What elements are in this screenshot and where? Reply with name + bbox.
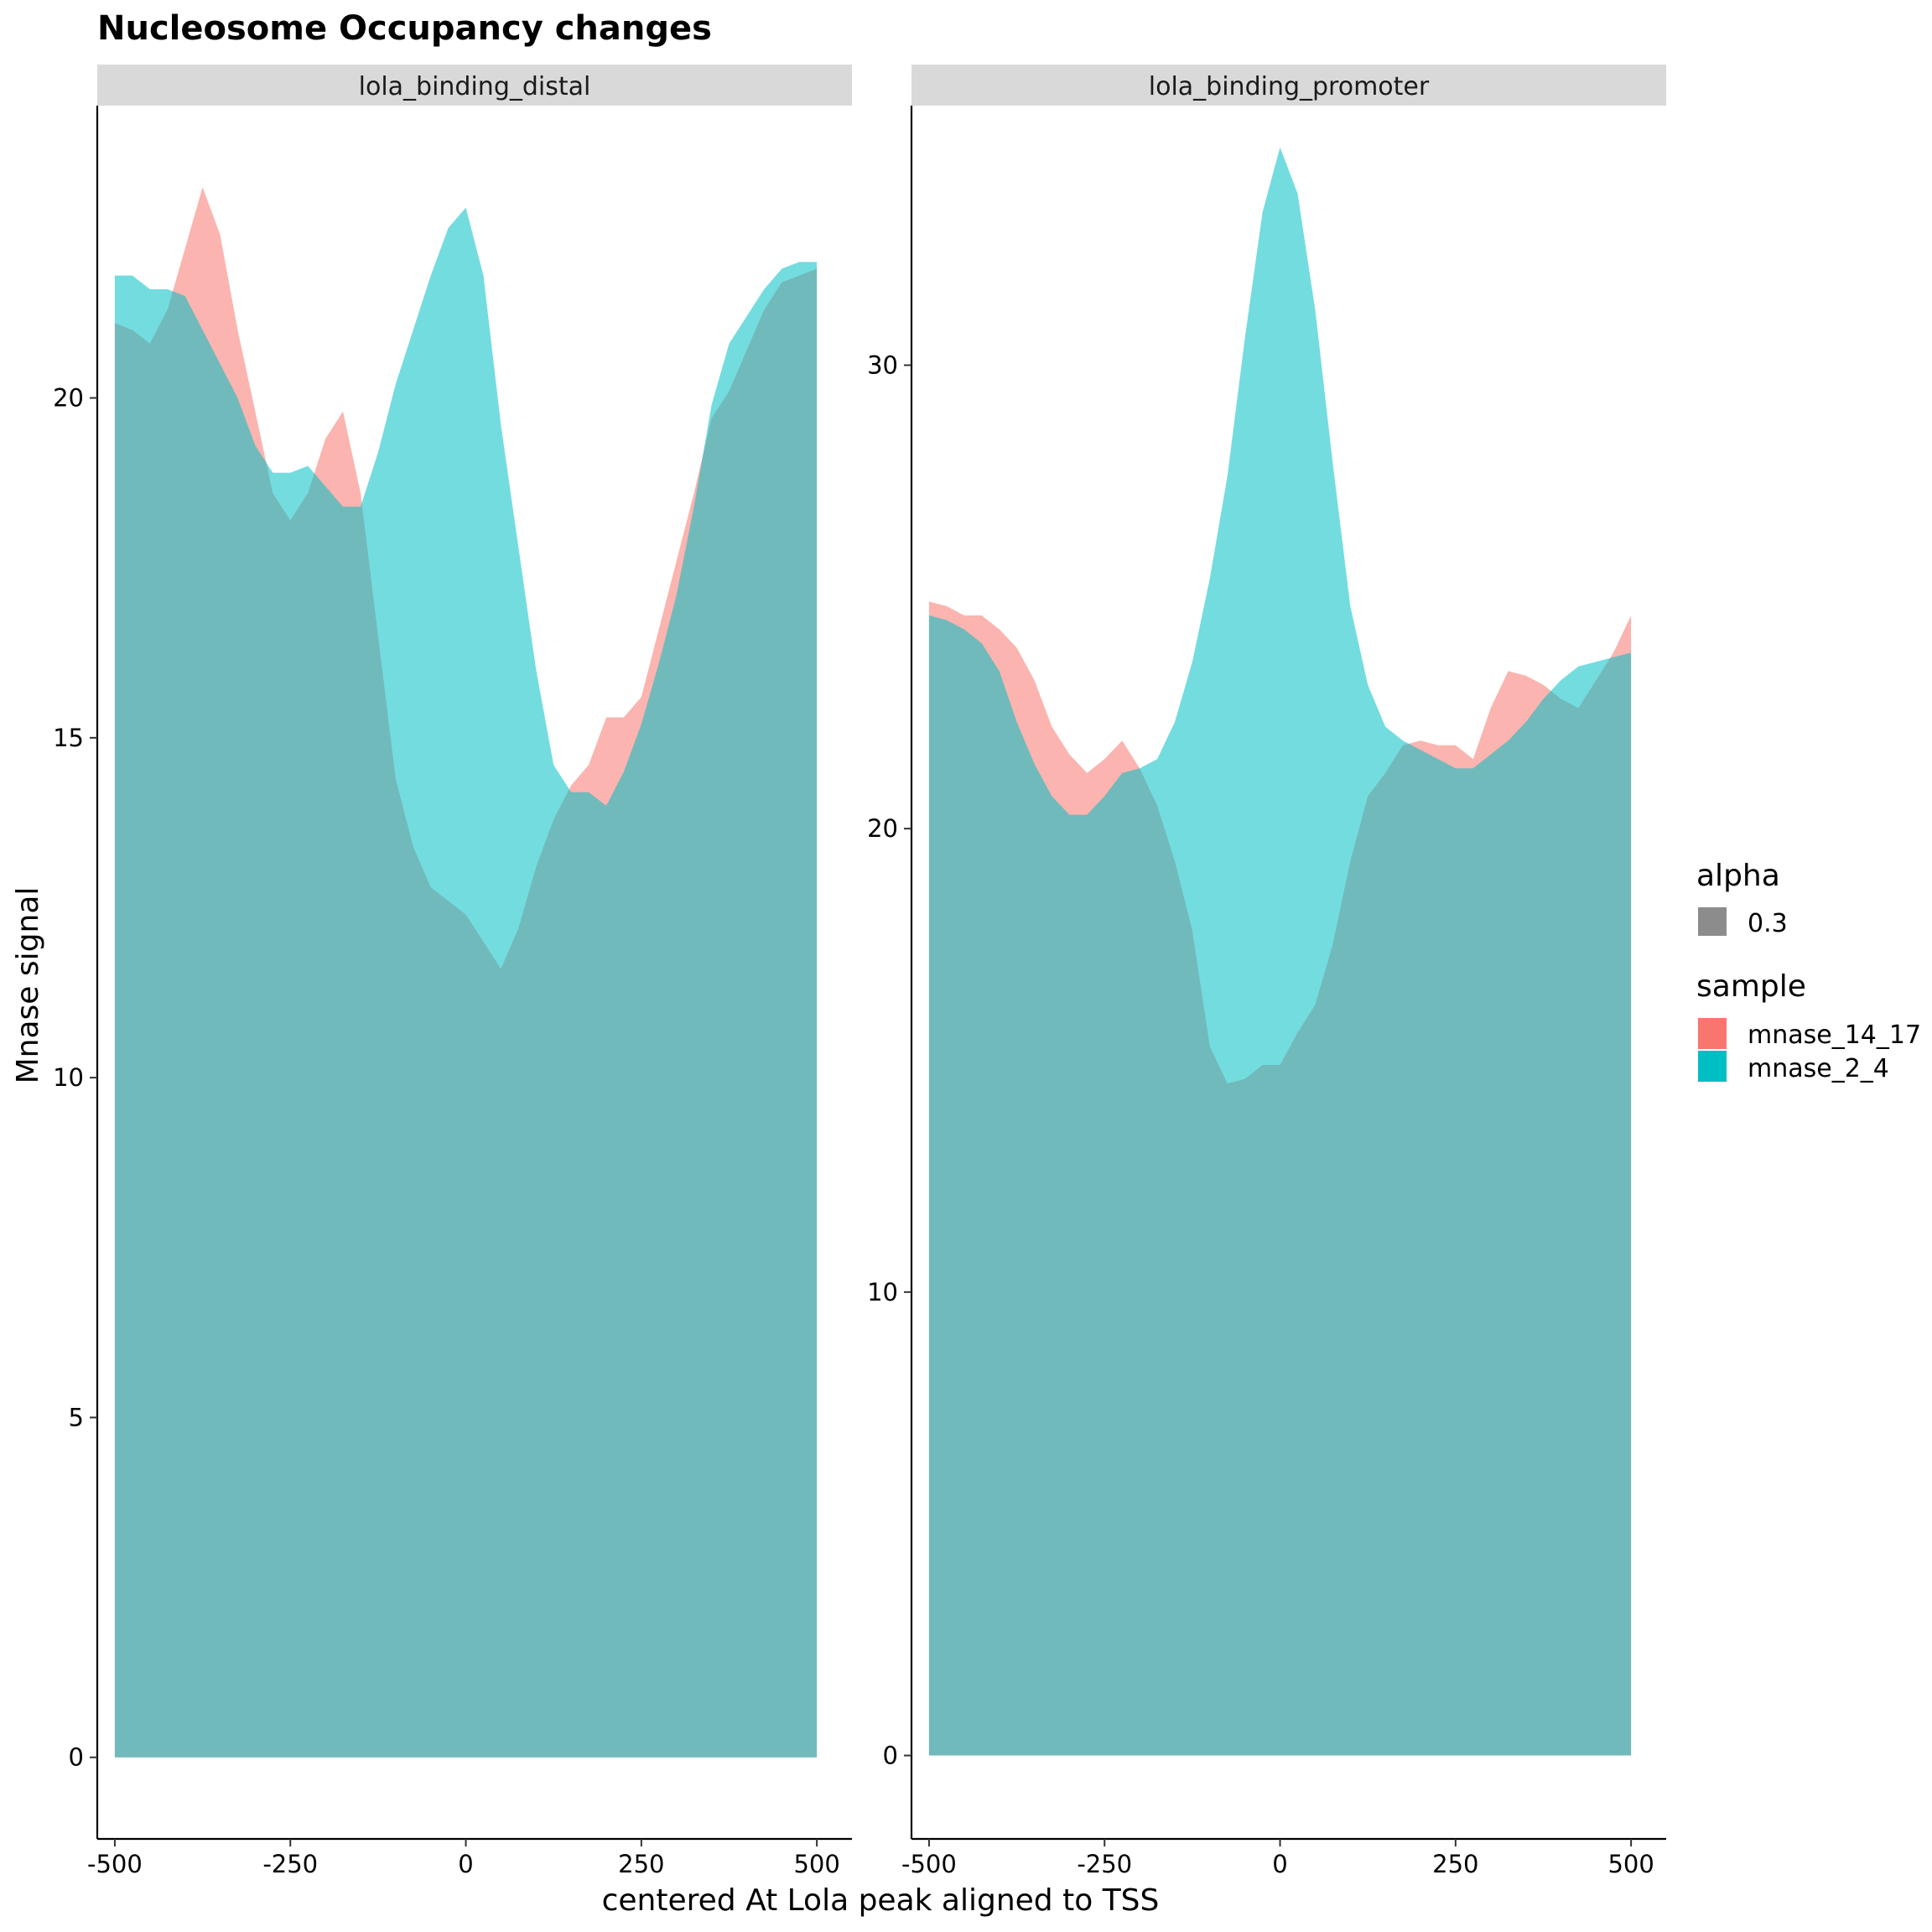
facet-strip-label: lola_binding_promoter — [1149, 72, 1430, 101]
legend-key-mnase-2-4 — [1698, 1051, 1727, 1082]
y-tick-label: 10 — [867, 1278, 898, 1306]
legend-title-alpha: alpha — [1696, 859, 1780, 893]
y-axis-title: Mnase signal — [11, 887, 45, 1084]
legend-title-sample: sample — [1696, 969, 1806, 1004]
x-axis-title: centered At Lola peak aligned to TSS — [602, 1883, 1160, 1918]
x-tick-label: -250 — [262, 1850, 318, 1878]
legend-key-mnase-14-17 — [1698, 1018, 1727, 1049]
chart-title: Nucleosome Occupancy changes — [97, 9, 712, 48]
y-tick-label: 0 — [69, 1743, 84, 1772]
x-tick-label: -500 — [87, 1850, 143, 1878]
legend: alpha 0.3 sample mnase_14_17 mnase_2_4 — [1696, 859, 1921, 1083]
y-tick-label: 20 — [53, 384, 84, 413]
y-tick-label: 10 — [53, 1063, 84, 1092]
y-tick-label: 15 — [53, 724, 84, 752]
y-tick-label: 30 — [867, 351, 898, 379]
x-tick-label: 250 — [1432, 1850, 1478, 1878]
legend-label-mnase-2-4: mnase_2_4 — [1748, 1054, 1889, 1083]
facet-strip — [97, 65, 852, 106]
area-mnase-2-4 — [928, 147, 1632, 1756]
x-tick-label: -250 — [1077, 1850, 1132, 1878]
y-tick-label: 0 — [883, 1742, 898, 1770]
x-tick-label: 500 — [1607, 1850, 1654, 1878]
facet-strip — [911, 65, 1666, 106]
y-tick-label: 5 — [69, 1403, 84, 1431]
legend-label-mnase-14-17: mnase_14_17 — [1748, 1021, 1921, 1050]
panels: lola_binding_distal 0 5 10 15 20 -500 -250 0 250 5… — [53, 65, 1666, 1878]
panel-lola-binding-promoter: lola_binding_promoter 0 10 20 30 -500 -250 0 250… — [867, 65, 1666, 1878]
legend-label-alpha: 0.3 — [1748, 909, 1788, 938]
x-tick-label: 0 — [458, 1850, 473, 1878]
x-tick-label: 0 — [1272, 1850, 1287, 1878]
facet-strip-label: lola_binding_distal — [359, 72, 591, 101]
legend-key-alpha — [1698, 907, 1727, 936]
x-tick-label: 250 — [618, 1850, 664, 1878]
y-tick-label: 20 — [867, 814, 898, 843]
panel-lola-binding-distal: lola_binding_distal 0 5 10 15 20 -500 -250 0 250 5… — [53, 65, 852, 1878]
x-tick-label: 500 — [793, 1850, 839, 1878]
x-tick-label: -500 — [901, 1850, 957, 1878]
area-mnase-2-4 — [114, 207, 818, 1758]
